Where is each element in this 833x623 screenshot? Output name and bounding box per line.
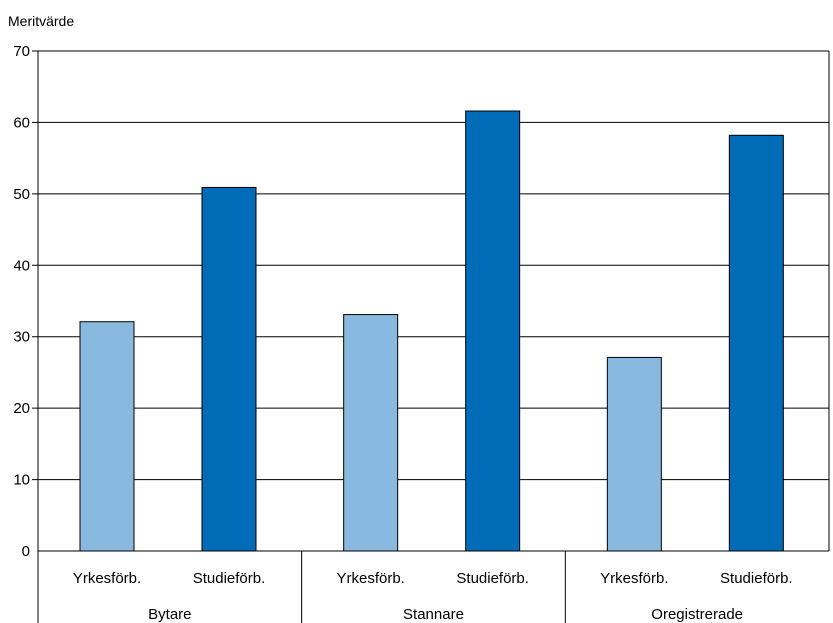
x-group-label-stannare: Stannare <box>403 606 464 623</box>
y-axis-label: Meritvärde <box>8 13 74 29</box>
y-tick-label-50: 50 <box>13 186 30 203</box>
bar-stannare-yrkesforb <box>343 314 399 552</box>
y-tick-labels: 0 10 20 30 40 50 60 70 <box>13 43 30 560</box>
bar-bytare-studieforb <box>201 186 257 552</box>
x-category-label: Studieförb. <box>456 570 529 587</box>
x-category-label: Yrkesförb. <box>600 570 668 587</box>
y-tick-label-0: 0 <box>22 543 30 560</box>
x-category-label: Yrkesförb. <box>73 570 141 587</box>
bar-oregistrerade-studieforb <box>728 134 784 552</box>
y-tick-label-30: 30 <box>13 329 30 346</box>
x-category-label: Studieförb. <box>193 570 266 587</box>
y-tick-label-60: 60 <box>13 114 30 131</box>
bar-stannare-studieforb <box>465 110 521 552</box>
y-tick-label-40: 40 <box>13 257 30 274</box>
gridlines <box>32 50 829 481</box>
x-category-label: Studieförb. <box>720 570 793 587</box>
x-group-labels: Bytare Stannare Oregistrerade <box>148 606 743 623</box>
bar-oregistrerade-yrkesforb <box>606 356 662 552</box>
x-group-label-bytare: Bytare <box>148 606 191 623</box>
x-category-labels: Yrkesförb. Studieförb. Yrkesförb. Studieför… <box>73 570 793 587</box>
bar-bytare-yrkesforb <box>79 321 135 552</box>
bars <box>79 110 784 552</box>
y-tick-label-70: 70 <box>13 43 30 60</box>
x-group-label-oregistrerade: Oregistrerade <box>651 606 743 623</box>
x-category-label: Yrkesförb. <box>336 570 404 587</box>
axes <box>37 51 830 623</box>
y-tick-label-20: 20 <box>13 400 30 417</box>
y-tick-label-10: 10 <box>13 472 30 489</box>
